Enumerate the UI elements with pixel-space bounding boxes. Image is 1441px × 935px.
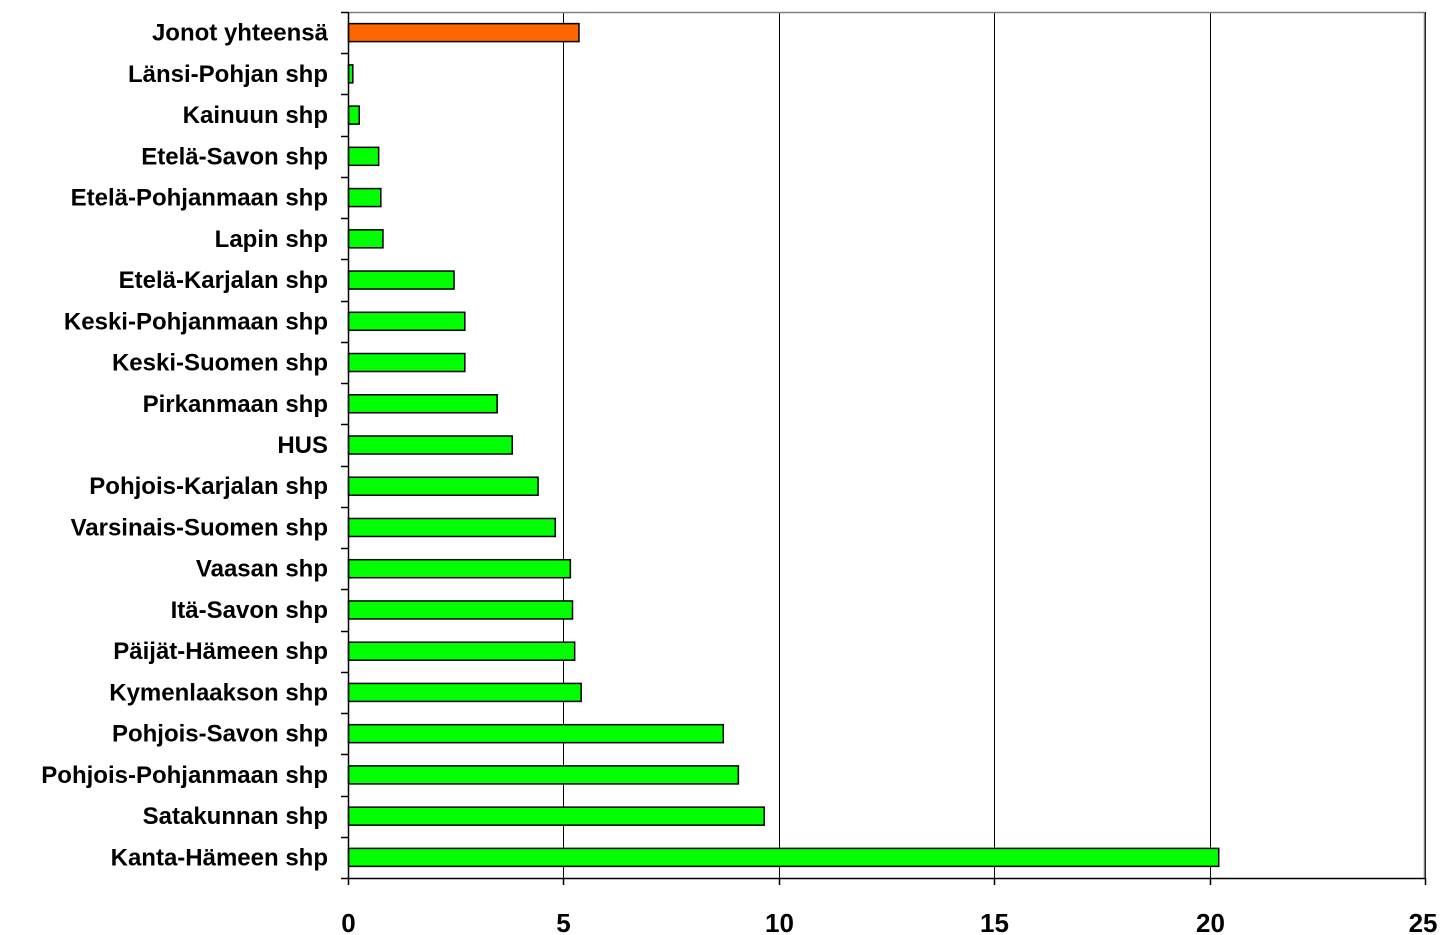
bar-14: [347, 558, 572, 579]
grid-lines: [563, 12, 1426, 878]
bar-7: [347, 270, 455, 290]
category-label-21: Kanta-Hämeen shp: [111, 844, 328, 871]
x-tick-label-10: 10: [765, 908, 794, 935]
category-label-13: Varsinais-Suomen shp: [71, 514, 328, 541]
x-tick-label-20: 20: [1196, 908, 1225, 935]
bar-1: [347, 22, 580, 43]
category-label-5: Etelä-Pohjanmaan shp: [71, 185, 328, 212]
x-tick-labels: 0 5 10 15 20 25: [341, 908, 1437, 935]
bar-10: [347, 394, 498, 414]
category-label-6: Lapin shp: [215, 226, 328, 253]
bar-17: [347, 682, 582, 703]
category-label-14: Vaasan shp: [196, 556, 328, 583]
category-label-12: Pohjois-Karjalan shp: [89, 473, 328, 500]
bar-12: [347, 476, 539, 496]
bar-21: [347, 847, 1220, 868]
bar-19: [347, 765, 740, 785]
category-label-16: Päijät-Hämeen shp: [113, 638, 328, 665]
category-label-20: Satakunnan shp: [143, 803, 328, 830]
category-label-2: Länsi-Pohjan shp: [128, 61, 328, 88]
category-label-3: Kainuun shp: [183, 102, 328, 129]
bar-4: [347, 146, 380, 167]
category-label-1: Jonot yhteensä: [152, 20, 329, 47]
x-tick-label-0: 0: [341, 908, 355, 935]
bar-18: [347, 723, 725, 744]
bar-15: [347, 600, 574, 620]
category-label-9: Keski-Suomen shp: [112, 350, 328, 377]
bar-16: [347, 641, 576, 661]
category-label-11: HUS: [277, 432, 328, 459]
x-tick-label-15: 15: [980, 908, 1009, 935]
category-label-4: Etelä-Savon shp: [141, 143, 328, 170]
bar-3: [347, 105, 361, 125]
bar-11: [347, 435, 513, 455]
x-tick-label-25: 25: [1409, 908, 1438, 935]
category-label-17: Kymenlaakson shp: [109, 679, 328, 706]
bar-13: [347, 517, 557, 538]
bar-6: [347, 229, 384, 249]
bar-9: [347, 352, 466, 373]
x-tick-label-5: 5: [556, 908, 570, 935]
bar-20: [347, 806, 765, 826]
bar-8: [347, 311, 466, 332]
category-label-10: Pirkanmaan shp: [143, 391, 328, 418]
bar-5: [347, 187, 382, 208]
category-label-8: Keski-Pohjanmaan shp: [64, 308, 328, 335]
axes: [341, 11, 1427, 885]
category-label-15: Itä-Savon shp: [171, 597, 328, 624]
category-label-18: Pohjois-Savon shp: [112, 721, 328, 748]
category-label-19: Pohjois-Pohjanmaan shp: [41, 762, 328, 789]
category-label-7: Etelä-Karjalan shp: [119, 267, 328, 294]
bars: [347, 22, 1220, 868]
category-labels: Jonot yhteensä Länsi-Pohjan shp Kainuun sh…: [41, 20, 328, 872]
